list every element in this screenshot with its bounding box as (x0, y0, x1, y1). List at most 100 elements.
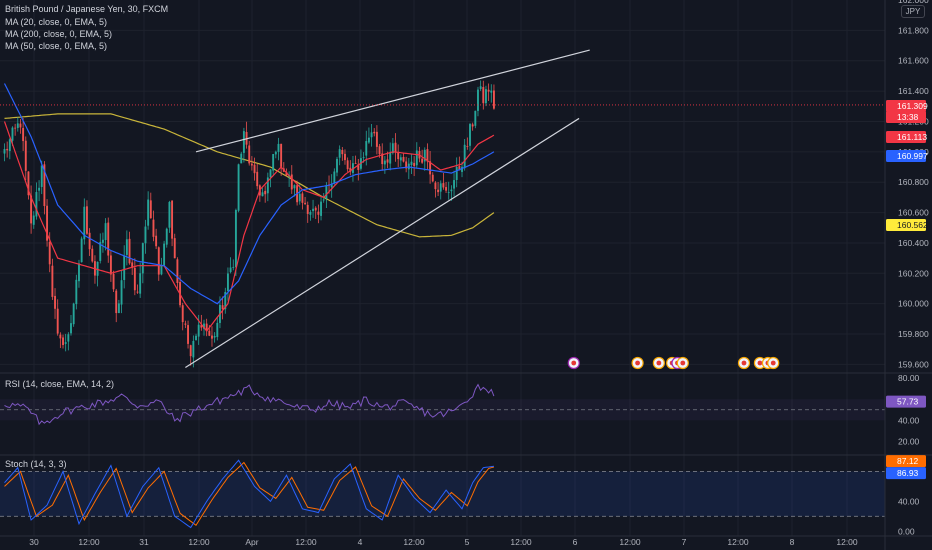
candle[interactable] (367, 137, 370, 143)
candle[interactable] (309, 212, 312, 215)
candle[interactable] (155, 235, 158, 247)
candle[interactable] (131, 262, 134, 268)
candle[interactable] (96, 261, 99, 276)
time-axis[interactable]: 30 12:00 31 12:00 Apr 12:00 4 12:00 5 12:00 6 12:00… (29, 537, 858, 547)
candle[interactable] (83, 206, 86, 240)
candle[interactable] (349, 167, 352, 172)
stoch-k-line[interactable] (4, 459, 494, 529)
candle[interactable] (266, 177, 269, 194)
candle[interactable] (176, 259, 179, 283)
candle[interactable] (383, 160, 386, 165)
candle[interactable] (163, 243, 166, 266)
candle[interactable] (455, 166, 458, 180)
candle[interactable] (141, 243, 144, 274)
stoch-panel[interactable] (0, 459, 885, 529)
candle[interactable] (330, 183, 333, 188)
ma20-legend[interactable]: MA (20, close, 0, EMA, 5) (5, 17, 108, 27)
candle[interactable] (192, 340, 195, 358)
candle[interactable] (453, 180, 455, 189)
candle[interactable] (203, 323, 205, 329)
candle[interactable] (362, 157, 365, 158)
candle[interactable] (431, 174, 434, 182)
candle[interactable] (402, 156, 405, 162)
candle[interactable] (490, 90, 493, 93)
candle[interactable] (333, 171, 336, 183)
candle[interactable] (70, 323, 72, 334)
candle[interactable] (136, 291, 139, 293)
candle[interactable] (458, 166, 461, 171)
candle[interactable] (320, 201, 322, 216)
candle[interactable] (447, 192, 450, 193)
candle[interactable] (317, 211, 320, 215)
candle[interactable] (120, 280, 123, 305)
price-label-badge[interactable] (886, 150, 926, 162)
candle[interactable] (32, 215, 35, 225)
candle[interactable] (445, 187, 448, 191)
candle[interactable] (429, 161, 432, 175)
candle[interactable] (469, 124, 471, 146)
candle[interactable] (354, 163, 357, 164)
candle[interactable] (423, 149, 426, 162)
candle[interactable] (224, 291, 227, 310)
stoch-legend[interactable]: Stoch (14, 3, 3) (5, 459, 67, 469)
candle[interactable] (272, 154, 275, 171)
candle[interactable] (492, 90, 495, 109)
candle[interactable] (373, 131, 376, 134)
candle[interactable] (213, 335, 216, 338)
candle[interactable] (139, 273, 142, 294)
candle[interactable] (399, 157, 402, 161)
candle[interactable] (8, 139, 11, 152)
candle[interactable] (463, 144, 466, 169)
event-markers[interactable] (567, 356, 780, 370)
candle[interactable] (264, 190, 267, 195)
candle[interactable] (160, 264, 163, 275)
candle[interactable] (240, 153, 243, 164)
candle[interactable] (487, 89, 490, 92)
candle[interactable] (357, 164, 360, 170)
candle[interactable] (274, 151, 277, 155)
candle[interactable] (168, 201, 171, 228)
trendlines[interactable] (0, 49, 885, 368)
candle[interactable] (56, 308, 59, 334)
candle[interactable] (48, 241, 51, 265)
candle[interactable] (195, 335, 197, 341)
candle[interactable] (336, 158, 338, 173)
candle[interactable] (205, 323, 208, 332)
candle[interactable] (19, 123, 22, 128)
candle[interactable] (234, 210, 237, 268)
candle[interactable] (437, 189, 440, 193)
stoch-k-badge[interactable] (886, 455, 926, 468)
candle[interactable] (322, 199, 325, 201)
candle[interactable] (485, 89, 487, 104)
lower-trendline[interactable] (185, 117, 580, 368)
candle[interactable] (115, 290, 118, 314)
candle[interactable] (157, 247, 160, 275)
candle[interactable] (59, 334, 62, 339)
candle[interactable] (391, 143, 394, 154)
candle[interactable] (381, 153, 384, 165)
candle[interactable] (426, 149, 429, 162)
candle[interactable] (301, 193, 304, 203)
candle[interactable] (269, 169, 272, 178)
candle[interactable] (221, 305, 224, 310)
candle[interactable] (184, 323, 187, 325)
candle[interactable] (285, 172, 288, 176)
candle[interactable] (173, 238, 176, 259)
candle[interactable] (171, 200, 174, 239)
candle[interactable] (461, 166, 463, 172)
price-label-badge[interactable] (886, 100, 926, 112)
candle[interactable] (125, 239, 128, 255)
candle[interactable] (109, 255, 112, 275)
candle[interactable] (99, 241, 102, 261)
candle[interactable] (27, 171, 30, 196)
candle[interactable] (187, 325, 189, 344)
candle[interactable] (370, 132, 373, 138)
candle[interactable] (11, 127, 14, 141)
candle[interactable] (144, 226, 147, 244)
candle[interactable] (237, 164, 240, 211)
candle[interactable] (86, 206, 88, 234)
candle[interactable] (474, 110, 477, 126)
candle[interactable] (410, 161, 413, 165)
candle[interactable] (466, 145, 469, 147)
